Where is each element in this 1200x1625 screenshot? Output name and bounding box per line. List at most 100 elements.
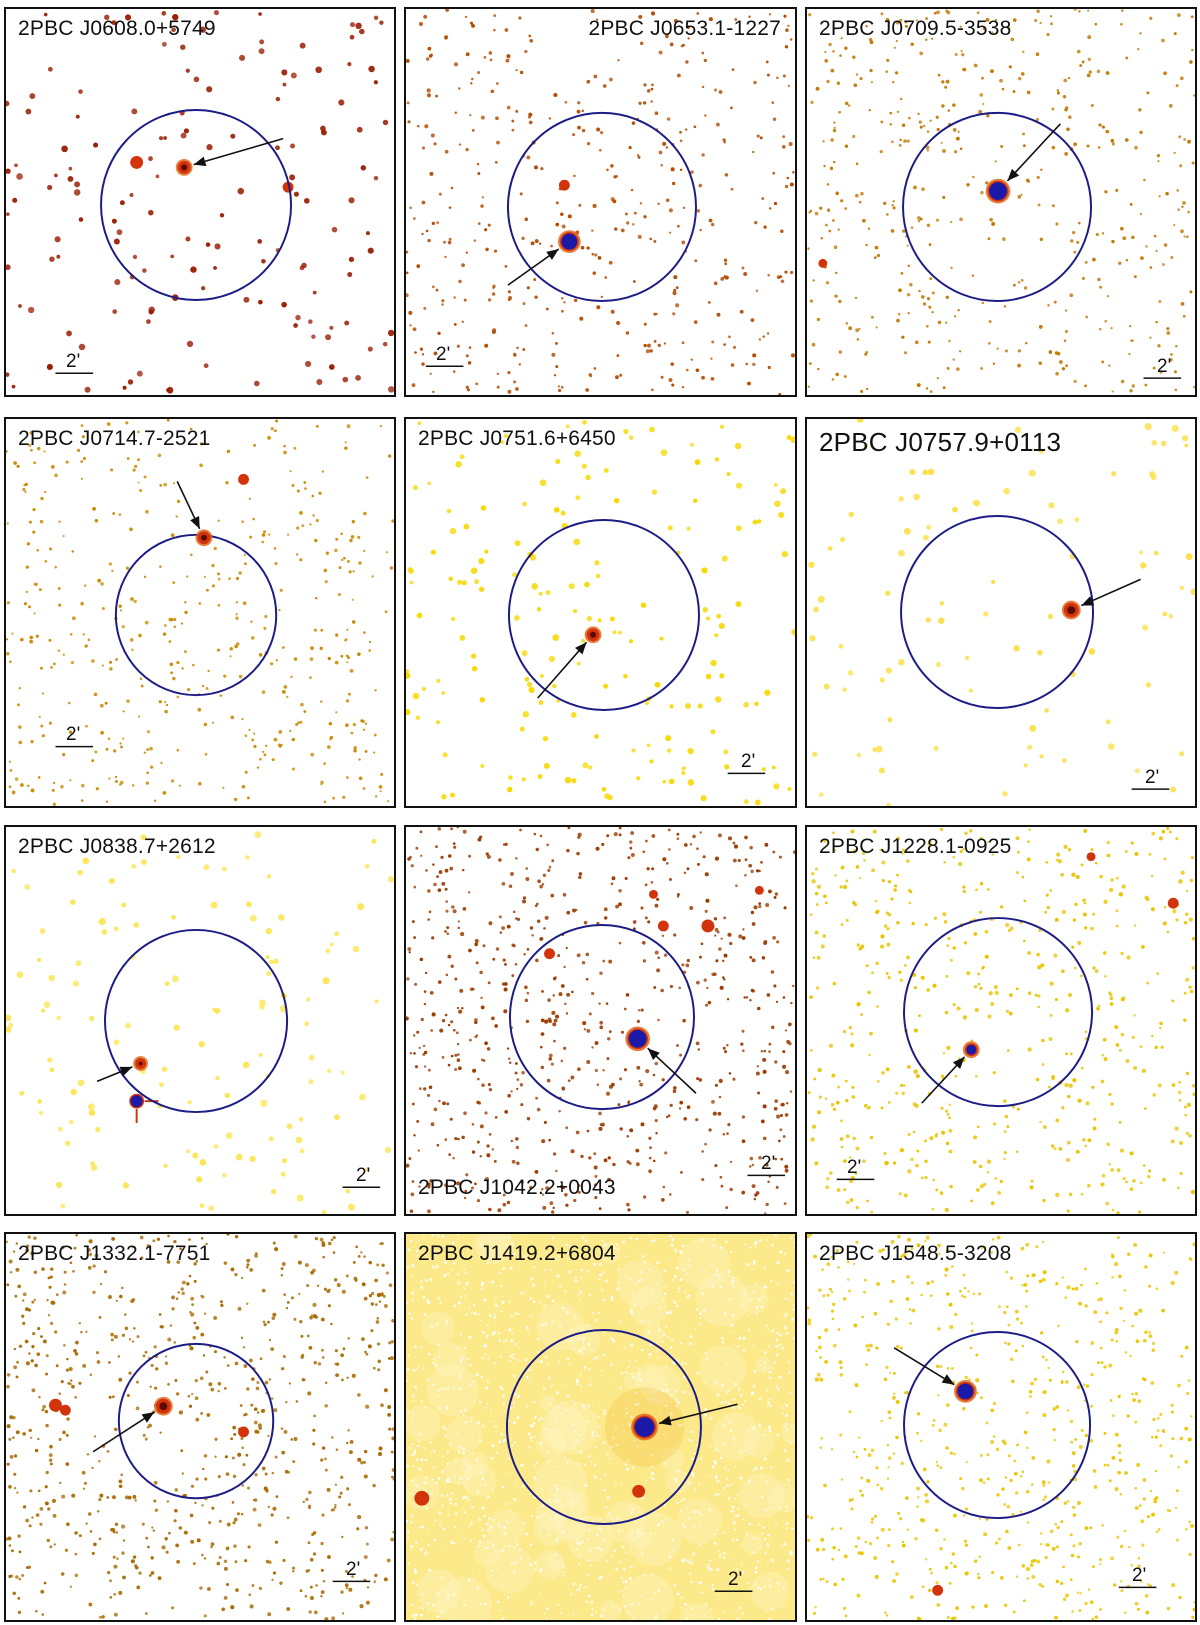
noise-dot xyxy=(497,1208,502,1213)
noise-dot xyxy=(617,1281,620,1283)
noise-dot xyxy=(1074,902,1078,907)
noise-dot xyxy=(474,1020,478,1025)
noise-dot xyxy=(636,1530,640,1534)
noise-dot xyxy=(436,221,439,225)
noise-dot xyxy=(763,1049,766,1053)
noise-dot xyxy=(409,1052,412,1055)
noise-dot xyxy=(586,1028,591,1033)
noise-dot xyxy=(1103,1057,1108,1062)
noise-dot xyxy=(1028,469,1036,477)
noise-dot xyxy=(146,748,149,751)
noise-dot xyxy=(143,475,147,479)
noise-dot xyxy=(360,1460,364,1465)
noise-dot xyxy=(735,1383,737,1386)
noise-dot xyxy=(626,221,630,225)
noise-dot xyxy=(1169,357,1173,362)
noise-dot xyxy=(505,58,510,63)
noise-dot xyxy=(311,494,315,498)
noise-dot xyxy=(1029,1185,1034,1190)
noise-dot xyxy=(555,1538,559,1542)
noise-dot xyxy=(1067,993,1072,998)
noise-dot xyxy=(98,1315,102,1319)
noise-dot xyxy=(325,551,330,555)
noise-dot xyxy=(598,1415,600,1418)
noise-dot xyxy=(714,1448,718,1452)
noise-dot xyxy=(840,865,845,870)
noise-dot xyxy=(406,101,410,105)
noise-dot xyxy=(785,1428,789,1431)
noise-dot xyxy=(696,847,699,851)
noise-dot xyxy=(455,1031,459,1035)
noise-dot xyxy=(34,1363,38,1368)
noise-dot xyxy=(445,1322,448,1325)
noise-dot xyxy=(291,767,295,771)
noise-dot xyxy=(189,1513,194,1518)
noise-dot xyxy=(1110,139,1114,143)
noise-dot xyxy=(50,465,55,469)
noise-dot xyxy=(789,182,794,187)
noise-dot xyxy=(718,622,725,630)
noise-dot xyxy=(1014,426,1022,434)
noise-dot xyxy=(441,691,446,695)
noise-dot xyxy=(40,724,44,728)
noise-dot xyxy=(257,1523,262,1527)
noise-dot xyxy=(668,231,672,234)
noise-dot xyxy=(1120,1032,1125,1037)
noise-dot xyxy=(590,1601,594,1604)
bright-spot xyxy=(558,179,570,191)
noise-dot xyxy=(710,659,717,667)
noise-dot xyxy=(557,1405,560,1408)
noise-dot xyxy=(221,866,227,872)
noise-dot xyxy=(301,524,305,528)
noise-dot xyxy=(117,1355,121,1358)
noise-dot xyxy=(586,1537,589,1541)
noise-dot xyxy=(272,1241,276,1245)
noise-dot xyxy=(219,213,225,218)
noise-dot xyxy=(667,828,671,832)
noise-dot xyxy=(741,1190,746,1195)
bright-spot xyxy=(818,258,828,268)
noise-dot xyxy=(928,243,932,247)
noise-dot xyxy=(413,936,417,940)
noise-dot xyxy=(223,1387,227,1390)
noise-dot xyxy=(675,1390,678,1393)
noise-dot xyxy=(593,1165,598,1170)
noise-dot xyxy=(649,426,655,433)
noise-dot xyxy=(430,1325,434,1329)
noise-dot xyxy=(602,1441,606,1445)
noise-dot xyxy=(411,1180,415,1183)
noise-dot xyxy=(654,950,659,955)
noise-dot xyxy=(1118,1120,1122,1124)
noise-dot xyxy=(450,1020,454,1024)
noise-dot xyxy=(980,191,984,195)
noise-dot xyxy=(673,1300,677,1304)
noise-dot xyxy=(217,577,221,581)
noise-dot xyxy=(506,105,511,110)
noise-dot xyxy=(23,602,27,606)
noise-dot xyxy=(216,1561,221,1566)
noise-dot xyxy=(514,1342,517,1346)
noise-dot xyxy=(1097,146,1101,149)
noise-dot xyxy=(1067,1094,1071,1099)
noise-dot xyxy=(130,597,134,601)
noise-dot xyxy=(145,509,149,514)
noise-dot xyxy=(959,350,962,353)
noise-dot xyxy=(469,21,474,25)
noise-dot xyxy=(314,538,318,543)
noise-dot xyxy=(299,558,303,562)
noise-dot xyxy=(283,450,287,455)
noise-dot xyxy=(149,746,153,751)
noise-dot xyxy=(196,1176,203,1183)
noise-dot xyxy=(633,1439,636,1443)
noise-dot xyxy=(62,1290,67,1295)
noise-dot xyxy=(932,1178,935,1182)
noise-dot xyxy=(441,1019,446,1023)
noise-dot xyxy=(767,1345,770,1348)
noise-dot xyxy=(413,217,416,220)
noise-dot xyxy=(839,885,843,889)
noise-dot xyxy=(411,1603,414,1607)
noise-dot xyxy=(741,1029,745,1033)
noise-dot xyxy=(849,1043,855,1048)
noise-dot xyxy=(462,1268,466,1271)
noise-dot xyxy=(535,958,539,963)
